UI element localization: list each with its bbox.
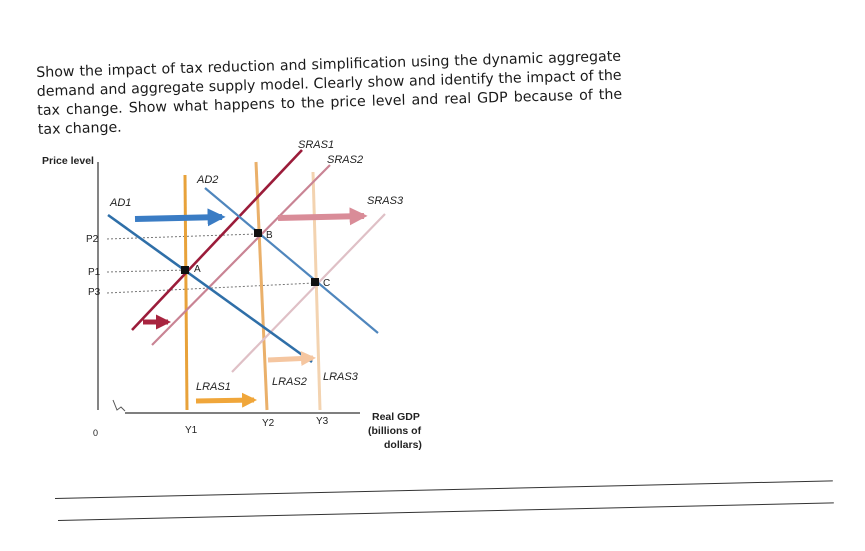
- label-sras2: SRAS2: [327, 154, 363, 166]
- x-axis-label-3: dollars): [384, 439, 422, 451]
- label-lras2: LRAS2: [272, 376, 307, 388]
- lras-shift-arrow-icon: [195, 392, 257, 408]
- ad2-curve: [204, 187, 379, 334]
- axis-break-icon: [112, 399, 126, 412]
- point-b-label: B: [266, 230, 273, 241]
- tick-y2: Y2: [262, 418, 275, 429]
- lras1-curve: [183, 174, 189, 411]
- point-b-marker: [254, 229, 262, 237]
- point-a-label: A: [194, 264, 201, 275]
- label-ad1: AD1: [109, 197, 131, 209]
- label-sras3: SRAS3: [367, 195, 404, 207]
- label-ad2: AD2: [196, 174, 218, 186]
- lras2-curve: [254, 161, 269, 411]
- point-c-marker: [311, 278, 319, 286]
- tick-y1: Y1: [185, 425, 198, 436]
- sras2-curve: [151, 164, 331, 346]
- origin-label: 0: [93, 428, 98, 438]
- sras1-curve: [131, 149, 303, 331]
- label-lras1: LRAS1: [196, 381, 231, 393]
- label-sras1: SRAS1: [298, 139, 334, 151]
- guide-p1: [106, 269, 189, 273]
- sras-shift-arrow-icon: [277, 207, 368, 226]
- tick-y3: Y3: [316, 416, 329, 427]
- point-a-marker: [181, 266, 189, 274]
- tick-p2: P2: [86, 234, 99, 245]
- y-axis-label: Price level: [42, 155, 94, 167]
- ad-shift-arrow-icon: [134, 208, 226, 227]
- tick-p3: P3: [88, 287, 101, 298]
- sras3-curve: [231, 213, 386, 373]
- lras2-shift-arrow-icon: [267, 351, 316, 367]
- lras3-curve: [311, 171, 322, 411]
- guide-p2: [106, 233, 258, 240]
- ad1-curve: [107, 213, 313, 364]
- label-lras3: LRAS3: [323, 371, 359, 383]
- point-c-label: C: [323, 278, 330, 289]
- x-axis-label-1: Real GDP: [372, 411, 420, 423]
- tick-p1: P1: [88, 267, 101, 278]
- x-axis-label-2: (billions of: [368, 425, 422, 437]
